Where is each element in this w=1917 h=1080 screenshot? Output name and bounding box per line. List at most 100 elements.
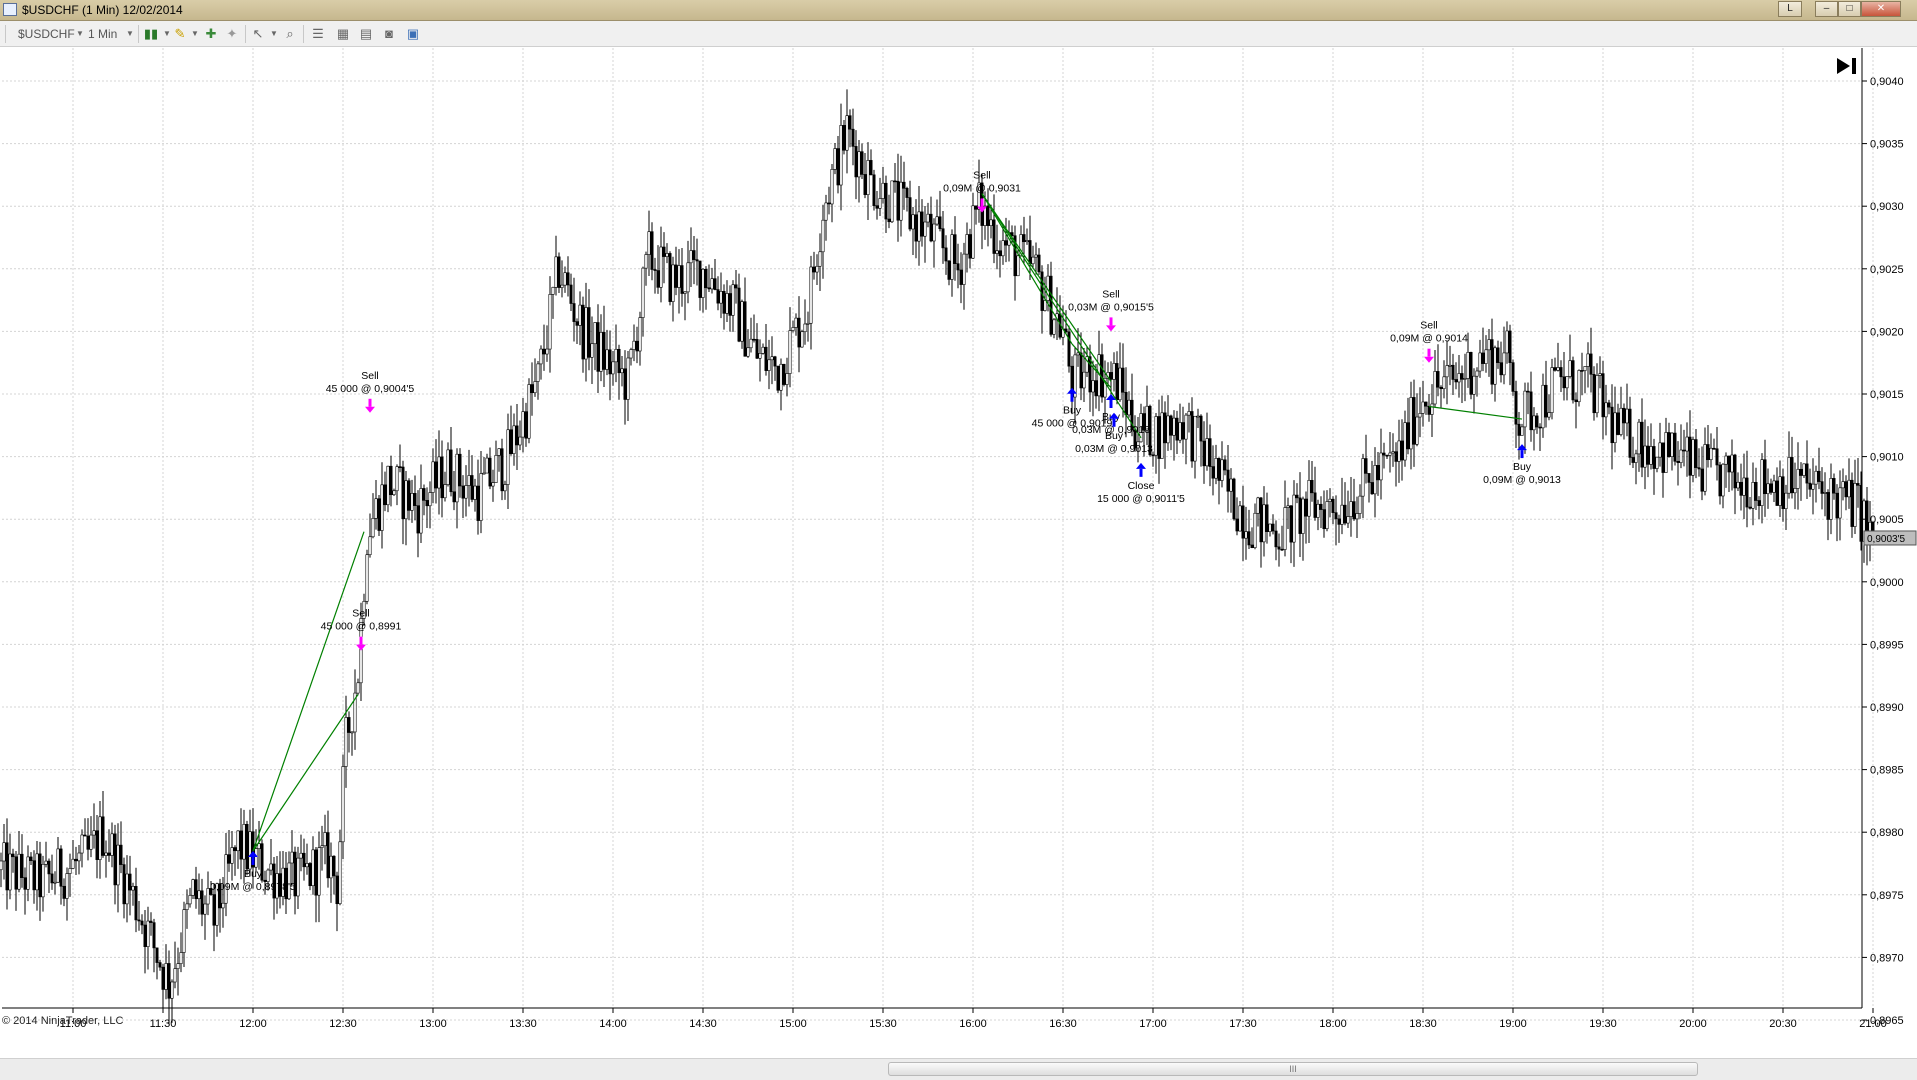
- instrument-dropdown-icon[interactable]: ▼: [76, 29, 84, 38]
- candle-body: [1487, 339, 1491, 351]
- candle-body: [104, 852, 108, 856]
- candle-body: [1391, 451, 1395, 454]
- candle-body: [1454, 379, 1458, 383]
- candle-body: [1052, 319, 1056, 335]
- add-indicator-icon[interactable]: ✚: [205, 26, 217, 41]
- candle-body: [1085, 356, 1089, 373]
- cursor-dropdown-icon[interactable]: ▼: [270, 29, 278, 38]
- interval-selector[interactable]: 1 Min: [88, 27, 118, 41]
- candle-body: [1316, 503, 1320, 518]
- candle-body: [374, 498, 378, 519]
- candle-body: [401, 466, 405, 520]
- candle-body: [95, 830, 99, 860]
- candle-body: [1646, 445, 1650, 465]
- candle-body: [608, 349, 612, 375]
- scroll-to-end-icon[interactable]: [1835, 56, 1859, 76]
- price-axis-label: 0,9000: [1870, 577, 1904, 589]
- close-button[interactable]: ✕: [1861, 1, 1901, 17]
- link-button[interactable]: L: [1778, 1, 1802, 17]
- last-price-box: [1863, 530, 1917, 546]
- candle-body: [434, 461, 438, 489]
- candle-body: [1466, 351, 1470, 379]
- candle-body: [1277, 546, 1281, 550]
- candle-body: [533, 381, 537, 394]
- candle-body: [1457, 373, 1461, 383]
- zoom-icon[interactable]: ⌕: [286, 26, 294, 41]
- candle-body: [278, 873, 282, 897]
- candle-body: [1496, 347, 1500, 363]
- candle-body: [1607, 402, 1611, 408]
- candle-body: [341, 766, 345, 843]
- window-title: $USDCHF (1 Min) 12/02/2014: [22, 3, 183, 17]
- candle-body: [641, 267, 645, 318]
- candle-body: [1619, 407, 1623, 435]
- candle-body: [1565, 376, 1569, 389]
- candle-body: [1835, 492, 1839, 519]
- candle-body: [281, 867, 285, 897]
- chart-style-dropdown-icon[interactable]: ▼: [163, 29, 171, 38]
- scrollbar-thumb[interactable]: III: [888, 1062, 1698, 1076]
- chart-trader-icon[interactable]: ▤: [359, 26, 373, 41]
- candle-body: [809, 266, 813, 324]
- candle-body: [1637, 421, 1641, 455]
- candle-body: [1295, 494, 1299, 499]
- candle-body: [962, 253, 966, 285]
- strategy-icon[interactable]: ✦: [226, 26, 238, 41]
- candle-body: [1703, 444, 1707, 492]
- candle-body: [953, 234, 957, 264]
- candle-body: [146, 920, 150, 947]
- candle-body: [1154, 416, 1158, 456]
- candle-body: [347, 717, 351, 733]
- interval-dropdown-icon[interactable]: ▼: [126, 29, 134, 38]
- candle-body: [911, 214, 915, 230]
- candle-body: [1745, 477, 1749, 508]
- minimize-button[interactable]: –: [1815, 1, 1838, 17]
- candle-body: [1385, 454, 1389, 457]
- candle-body: [770, 356, 774, 361]
- sell-arrow-icon: [977, 206, 987, 213]
- candle-body: [1280, 548, 1284, 551]
- candle-body: [1382, 452, 1386, 456]
- sell-arrow-shaft: [368, 398, 372, 407]
- price-axis[interactable]: 0,8965 0,8970 0,8975 0,8980 0,8985 0,8990 0,89…: [1861, 48, 1917, 1027]
- candle-body: [1037, 254, 1041, 273]
- candle-body: [1151, 454, 1155, 457]
- maximize-button[interactable]: □: [1838, 1, 1861, 17]
- candle-body: [686, 262, 690, 293]
- candle-body: [689, 250, 693, 264]
- execution-detail: 45 000 @ 0,9019: [1032, 418, 1113, 430]
- candle-body: [839, 125, 843, 186]
- chart-style-icon[interactable]: ▮▮: [143, 26, 159, 41]
- properties-icon[interactable]: ☰: [312, 26, 324, 41]
- candle-body: [125, 873, 129, 905]
- drawing-tool-dropdown-icon[interactable]: ▼: [191, 29, 199, 38]
- candle-body: [647, 231, 651, 255]
- candle-body: [965, 234, 969, 255]
- candle-body: [995, 250, 999, 254]
- candle-body: [1235, 518, 1239, 532]
- price-axis-label: 0,8995: [1870, 639, 1904, 651]
- candle-body: [119, 844, 123, 865]
- horizontal-scrollbar[interactable]: III: [0, 1058, 1917, 1080]
- candle-body: [320, 845, 324, 848]
- candle-body: [788, 330, 792, 374]
- cursor-icon[interactable]: ↖: [252, 26, 264, 41]
- candle-body: [446, 449, 450, 485]
- snapshot-icon[interactable]: ◙: [385, 26, 393, 41]
- time-axis[interactable]: 11:00 11:30 12:00 12:30 13:00 13:30 14:00 14:30…: [2, 1007, 1887, 1030]
- candle-body: [80, 834, 84, 854]
- candle-body: [1418, 413, 1422, 418]
- candle-body: [794, 317, 798, 328]
- trade-lines: [252, 193, 1523, 852]
- trade-line: [252, 531, 365, 852]
- candle-body: [494, 455, 498, 483]
- data-box-icon[interactable]: ▦: [336, 26, 350, 41]
- candle-body: [329, 855, 333, 879]
- drawing-tool-icon[interactable]: ✎: [174, 26, 186, 41]
- candle-body: [815, 265, 819, 273]
- candle-body: [257, 843, 261, 849]
- candle-body: [1256, 497, 1260, 514]
- instrument-selector[interactable]: $USDCHF: [18, 27, 75, 41]
- template-icon[interactable]: ▣: [406, 26, 420, 41]
